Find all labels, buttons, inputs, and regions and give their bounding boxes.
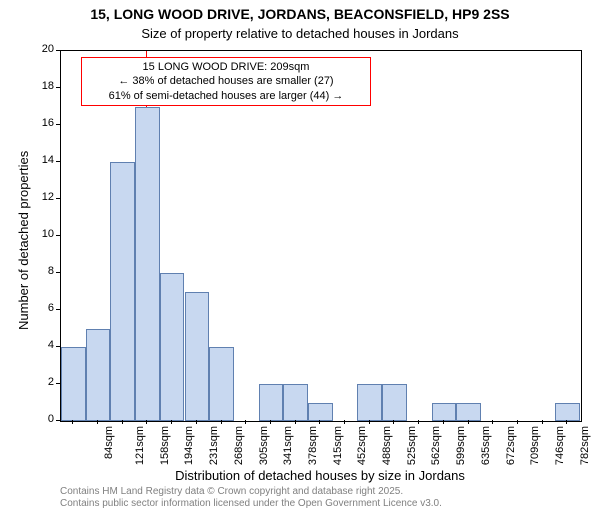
y-tick — [56, 87, 60, 88]
x-tick — [492, 420, 493, 424]
annotation-box: 15 LONG WOOD DRIVE: 209sqm ← 38% of deta… — [81, 57, 371, 106]
histogram-bar — [283, 384, 308, 421]
y-tick-label: 14 — [30, 154, 54, 166]
y-tick — [56, 161, 60, 162]
x-tick-label: 305sqm — [258, 426, 270, 465]
x-tick-label: 599sqm — [455, 426, 467, 465]
x-tick-label: 709sqm — [529, 426, 541, 465]
x-tick-label: 84sqm — [103, 426, 115, 459]
footer-line1: Contains HM Land Registry data © Crown c… — [60, 486, 403, 497]
x-tick-label: 341sqm — [282, 426, 294, 465]
x-tick-label: 452sqm — [356, 426, 368, 465]
x-tick-label: 121sqm — [134, 426, 146, 465]
y-tick-label: 4 — [30, 339, 54, 351]
x-tick-label: 672sqm — [505, 426, 517, 465]
x-tick — [146, 420, 147, 424]
histogram-bar — [357, 384, 382, 421]
y-tick-label: 10 — [30, 228, 54, 240]
x-tick — [97, 420, 98, 424]
y-tick — [56, 235, 60, 236]
x-tick — [393, 420, 394, 424]
x-tick-label: 378sqm — [307, 426, 319, 465]
x-tick-label: 194sqm — [184, 426, 196, 465]
y-tick — [56, 124, 60, 125]
x-tick — [245, 420, 246, 424]
x-tick — [319, 420, 320, 424]
y-tick-label: 18 — [30, 80, 54, 92]
x-tick — [270, 420, 271, 424]
histogram-bar — [110, 162, 135, 421]
x-tick-label: 231sqm — [208, 426, 220, 465]
x-axis-label: Distribution of detached houses by size … — [60, 468, 580, 483]
x-tick-label: 158sqm — [159, 426, 171, 465]
histogram-bar — [209, 347, 234, 421]
y-tick-label: 12 — [30, 191, 54, 203]
chart-title-main: 15, LONG WOOD DRIVE, JORDANS, BEACONSFIE… — [0, 6, 600, 22]
x-tick — [122, 420, 123, 424]
histogram-bar — [135, 107, 160, 422]
chart-container: 15, LONG WOOD DRIVE, JORDANS, BEACONSFIE… — [0, 0, 600, 500]
y-tick-label: 2 — [30, 376, 54, 388]
x-tick — [72, 420, 73, 424]
x-tick-label: 746sqm — [554, 426, 566, 465]
annotation-line3: 61% of semi-detached houses are larger (… — [88, 89, 364, 103]
y-tick — [56, 198, 60, 199]
histogram-bar — [308, 403, 333, 422]
y-tick — [56, 420, 60, 421]
y-tick — [56, 272, 60, 273]
y-tick-label: 8 — [30, 265, 54, 277]
y-tick — [56, 50, 60, 51]
x-tick — [171, 420, 172, 424]
histogram-bar — [61, 347, 86, 421]
histogram-bar — [259, 384, 284, 421]
y-tick-label: 6 — [30, 302, 54, 314]
x-tick — [221, 420, 222, 424]
histogram-bar — [382, 384, 407, 421]
y-axis-label: Number of detached properties — [16, 151, 31, 330]
x-tick-label: 562sqm — [431, 426, 443, 465]
y-tick — [56, 383, 60, 384]
histogram-bar — [160, 273, 185, 421]
x-tick-label: 488sqm — [381, 426, 393, 465]
annotation-line2: ← 38% of detached houses are smaller (27… — [88, 74, 364, 88]
x-tick — [295, 420, 296, 424]
x-tick — [418, 420, 419, 424]
x-tick-label: 415sqm — [332, 426, 344, 465]
x-tick — [517, 420, 518, 424]
annotation-line1: 15 LONG WOOD DRIVE: 209sqm — [88, 60, 364, 74]
y-tick-label: 16 — [30, 117, 54, 129]
histogram-bar — [185, 292, 210, 422]
x-tick-label: 525sqm — [406, 426, 418, 465]
y-tick-label: 20 — [30, 43, 54, 55]
x-tick — [566, 420, 567, 424]
x-tick-label: 782sqm — [579, 426, 591, 465]
x-tick-label: 635sqm — [480, 426, 492, 465]
histogram-bar — [86, 329, 111, 422]
chart-title-sub: Size of property relative to detached ho… — [0, 26, 600, 41]
x-tick-label: 268sqm — [233, 426, 245, 465]
x-tick — [196, 420, 197, 424]
x-tick — [468, 420, 469, 424]
y-tick-label: 0 — [30, 413, 54, 425]
histogram-bar — [432, 403, 457, 422]
x-tick — [542, 420, 543, 424]
plot-area: 15 LONG WOOD DRIVE: 209sqm ← 38% of deta… — [60, 50, 582, 422]
histogram-bar — [456, 403, 481, 422]
histogram-bar — [555, 403, 580, 422]
x-tick — [369, 420, 370, 424]
x-tick — [344, 420, 345, 424]
x-tick — [443, 420, 444, 424]
y-tick — [56, 309, 60, 310]
y-tick — [56, 346, 60, 347]
